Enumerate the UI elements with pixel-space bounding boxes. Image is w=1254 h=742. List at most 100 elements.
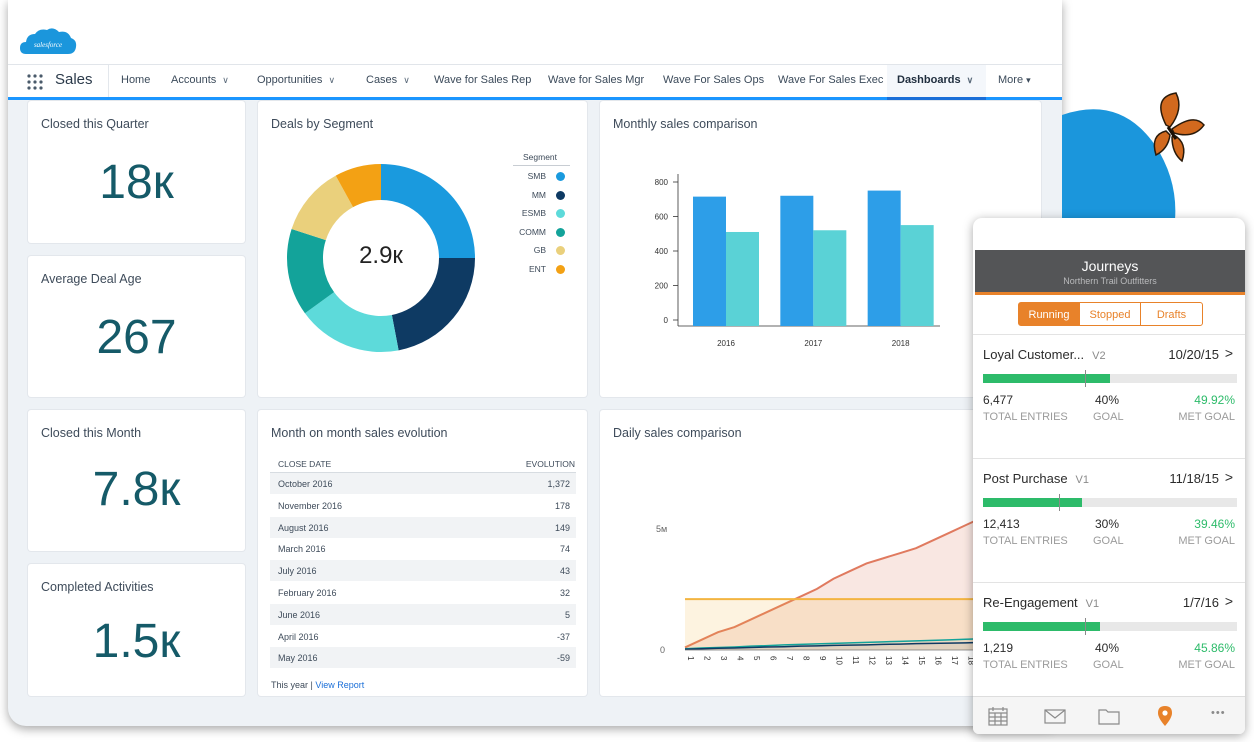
donut-slice-comm[interactable] <box>287 228 335 314</box>
y-axis-top-label: 5м <box>656 524 667 534</box>
area-fill-1 <box>685 517 982 650</box>
nav-item-wave-sales-rep[interactable]: Wave for Sales Rep <box>434 74 531 86</box>
table-row[interactable]: April 2016 -37 <box>270 626 576 647</box>
donut-slice-mm[interactable] <box>391 258 475 351</box>
card-title: Monthly sales comparison <box>613 117 758 131</box>
metric-card-closed-quarter[interactable]: Closed this Quarter 18к <box>28 101 245 243</box>
mobile-subtitle: Northern Trail Outfitters <box>1063 276 1157 286</box>
journey-title: Re-Engagement <box>983 595 1078 610</box>
chevron-right-icon[interactable]: > <box>1224 593 1233 609</box>
chevron-down-icon[interactable]: ∨ <box>222 75 229 85</box>
nav-item-wave-sales-exec[interactable]: Wave For Sales Exec <box>778 74 883 86</box>
donut-slice-smb[interactable] <box>381 164 475 258</box>
location-pin-icon[interactable] <box>1156 705 1174 732</box>
bar-2016-s1[interactable] <box>693 196 726 326</box>
app-name: Sales <box>55 71 93 88</box>
x-tick-label: 1 <box>686 656 695 661</box>
card-title: Month on month sales evolution <box>271 426 448 440</box>
nav-item-dashboards[interactable]: Dashboards ∨ <box>897 74 973 86</box>
table-row[interactable]: June 2016 5 <box>270 603 576 625</box>
journey-item[interactable]: Re-Engagement V1 1/7/16 >1,219 TOTAL ENTRIES… <box>973 583 1245 707</box>
met-goal-value: 49.92% <box>1194 393 1235 407</box>
nav-item-label: Wave For Sales Exec <box>778 74 884 86</box>
tab-running[interactable]: Running <box>1018 302 1080 326</box>
journey-version: V1 <box>1085 598 1100 610</box>
row-close-date: February 2016 <box>278 588 337 598</box>
goal-label: GOAL <box>1093 535 1124 547</box>
bar-2018-s1[interactable] <box>867 190 901 326</box>
total-entries-value: 6,477 <box>983 393 1014 407</box>
chevron-down-icon[interactable]: ∨ <box>328 75 336 85</box>
bar-2016-s2[interactable] <box>726 231 759 326</box>
table-row[interactable]: March 2016 74 <box>270 538 576 559</box>
tab-stopped[interactable]: Stopped <box>1079 302 1141 326</box>
goal-progress-fill <box>983 498 1083 507</box>
sales-evolution-card[interactable]: Month on month sales evolution CLOSE DAT… <box>258 410 587 696</box>
metric-card-avg-deal-age[interactable]: Average Deal Age 267 <box>28 256 245 397</box>
butterfly-icon <box>1153 92 1205 163</box>
view-report-link[interactable]: View Report <box>315 680 365 690</box>
x-tick-label: 17 <box>950 656 959 665</box>
calendar-icon[interactable] <box>987 705 1009 732</box>
journey-divider <box>973 458 1245 459</box>
tab-drafts[interactable]: Drafts <box>1140 302 1203 326</box>
nav-item-accounts[interactable]: Accounts ∨ <box>171 74 229 86</box>
table-row[interactable]: November 2016 178 <box>270 495 576 516</box>
nav-item-label: Cases <box>366 74 398 86</box>
table-row[interactable]: August 2016 149 <box>270 516 576 538</box>
chevron-down-icon[interactable]: ∨ <box>403 75 410 85</box>
met-goal-value: 39.46% <box>1194 517 1235 531</box>
nav-item-wave-sales-mgr[interactable]: Wave for Sales Mgr <box>548 74 644 86</box>
journey-item[interactable]: Loyal Customer... V2 10/20/15 >6,477 TOTAL E… <box>973 335 1245 459</box>
journey-item[interactable]: Post Purchase V1 11/18/15 >12,413 TOTAL ENTR… <box>973 459 1245 583</box>
table-row[interactable]: May 2016 -59 <box>270 647 576 669</box>
metric-card-completed-activities[interactable]: Completed Activities 1.5к <box>28 564 245 696</box>
mail-icon[interactable] <box>1043 705 1067 732</box>
table-row[interactable]: October 2016 1,372 <box>270 473 576 494</box>
segment-divider <box>973 334 1245 335</box>
area-line-4[interactable] <box>684 641 983 650</box>
chevron-right-icon[interactable]: > <box>1224 469 1233 485</box>
more-icon[interactable]: ••• <box>1211 707 1226 719</box>
mobile-journeys-panel: Journeys Northern Trail Outfitters Runni… <box>973 218 1245 734</box>
goal-label: GOAL <box>1093 411 1124 423</box>
donut-slice-esmb[interactable] <box>304 292 399 352</box>
y-tick-label: 600 <box>655 213 669 222</box>
bar-2017-s2[interactable] <box>813 230 847 326</box>
goal-marker <box>1059 494 1061 511</box>
metric-card-closed-month[interactable]: Closed this Month 7.8к <box>28 410 245 551</box>
bar-2017-s1[interactable] <box>780 195 814 326</box>
area-line-3[interactable] <box>684 638 983 650</box>
folder-icon[interactable] <box>1097 705 1121 732</box>
row-close-date: November 2016 <box>278 500 343 511</box>
nav-more-menu[interactable]: More ▾ <box>998 74 1031 86</box>
row-close-date: October 2016 <box>278 479 333 489</box>
y-tick-label: 400 <box>655 247 669 256</box>
chevron-down-icon[interactable]: ∨ <box>966 75 974 85</box>
daily-sales-card[interactable]: Daily sales comparison 5м 0 1 2 3 4 5 6 7 8 9 10 1… <box>600 410 1041 696</box>
nav-item-home[interactable]: Home <box>121 74 150 86</box>
app-launcher-icon[interactable] <box>26 73 44 91</box>
bar-2018-s2[interactable] <box>900 225 934 326</box>
x-tick-label: 7 <box>785 656 794 661</box>
goal-progress-bar <box>983 494 1237 511</box>
logo-text: salesforce <box>34 41 62 49</box>
metric-value: 267 <box>96 311 177 364</box>
area-line-1[interactable] <box>684 516 983 649</box>
nav-item-cases[interactable]: Cases ∨ <box>366 74 410 86</box>
donut-slice-ent[interactable] <box>335 164 381 208</box>
chevron-right-icon[interactable]: > <box>1224 345 1233 361</box>
x-tick-label: 15 <box>917 656 926 665</box>
deals-by-segment-card[interactable]: Deals by Segment 2.9к Segment SMB MM ESMB C… <box>258 101 587 397</box>
footer-text: This year | <box>271 680 313 690</box>
monthly-sales-card[interactable]: Monthly sales comparison 0 200 400 600 800 20… <box>600 101 1041 397</box>
nav-item-opportunities[interactable]: Opportunities ∨ <box>257 74 335 86</box>
table-row[interactable]: July 2016 43 <box>270 560 576 582</box>
donut-slice-gb[interactable] <box>291 175 354 241</box>
table-row[interactable]: February 2016 32 <box>270 582 576 603</box>
met-goal-label: MET GOAL <box>1178 659 1235 671</box>
nav-item-wave-sales-ops[interactable]: Wave For Sales Ops <box>663 74 764 86</box>
table-footer: This year | View Report <box>271 680 364 690</box>
salesforce-logo[interactable]: salesforce <box>18 24 78 64</box>
nav-active-indicator <box>887 65 986 100</box>
